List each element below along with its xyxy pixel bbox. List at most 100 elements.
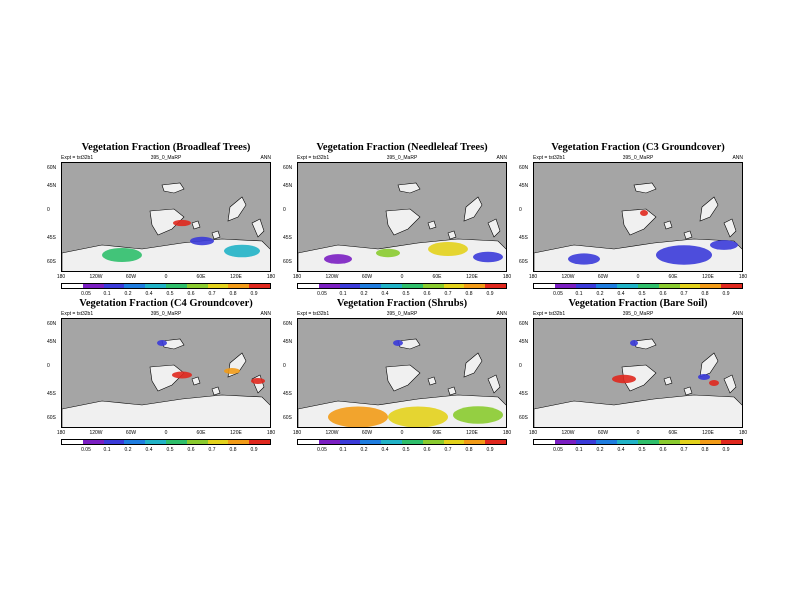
colorbar-swatch	[679, 440, 701, 444]
map-graphic	[298, 182, 506, 271]
colorbar-swatch	[658, 284, 680, 288]
lon-tick-label: 120E	[230, 430, 242, 436]
lon-tick-label: 0	[636, 430, 640, 436]
lon-tick-label: 0	[164, 274, 168, 280]
colorbar-swatch	[298, 284, 319, 288]
lon-tick-label: 120E	[702, 274, 714, 280]
colorbar-swatch	[298, 440, 319, 444]
colorbar-swatch	[700, 440, 722, 444]
colorbar-label: 0.9	[486, 447, 494, 453]
lon-tick-label: 120E	[466, 430, 478, 436]
colorbar-label: 0.7	[444, 447, 452, 453]
colorbar-swatch	[401, 284, 423, 288]
colorbar-label: 0.7	[444, 291, 452, 297]
lon-tick-label: 60E	[432, 274, 442, 280]
lon-tick-label: 0	[400, 274, 404, 280]
fraction-region	[568, 253, 600, 265]
fraction-region	[656, 245, 712, 265]
fraction-region	[376, 248, 400, 258]
landmass	[427, 220, 437, 230]
fraction-region	[172, 371, 192, 379]
colorbar-swatch	[422, 284, 444, 288]
lat-tick-label: 60N	[47, 165, 57, 171]
fraction-region	[190, 236, 214, 246]
colorbar-label: 0.8	[701, 447, 709, 453]
fraction-region	[473, 251, 503, 263]
map-area	[297, 162, 507, 272]
lon-tick-label: 0	[636, 274, 640, 280]
map-panel: Vegetation Fraction (C4 Groundcover) Expt…	[47, 298, 276, 466]
landmass	[683, 230, 693, 240]
lat-tick-label: 60S	[47, 259, 56, 265]
colorbar-swatch	[228, 284, 250, 288]
landmass	[161, 338, 185, 350]
colorbar-swatch	[554, 440, 576, 444]
landmass	[699, 352, 719, 378]
colorbar	[297, 439, 507, 445]
colorbar-label: 0.1	[575, 447, 583, 453]
colorbar-label: 0.6	[423, 291, 431, 297]
lat-tick-label: 60S	[47, 415, 56, 421]
colorbar-swatch	[721, 440, 742, 444]
fraction-region	[157, 340, 167, 346]
colorbar-swatch	[165, 284, 187, 288]
fraction-region	[393, 340, 403, 346]
colorbar-label: 0.6	[423, 447, 431, 453]
colorbar-label: 0.1	[103, 291, 111, 297]
colorbar	[61, 439, 271, 445]
map-graphic	[298, 338, 506, 427]
colorbar-swatch	[575, 284, 597, 288]
colorbar-swatch	[360, 284, 382, 288]
colorbar-label: 0.5	[166, 447, 174, 453]
colorbar-swatch	[443, 284, 465, 288]
lon-tick-label: 60W	[597, 430, 609, 436]
colorbar-swatch	[103, 440, 125, 444]
landmass	[385, 208, 421, 236]
lat-tick-label: 0	[47, 363, 50, 369]
lon-tick-label: 180	[266, 430, 276, 436]
lon-tick-label: 60W	[125, 274, 137, 280]
lon-tick-label: 60W	[597, 274, 609, 280]
map-panel: Vegetation Fraction (Shrubs) Expt = tst32…	[283, 298, 511, 466]
lon-tick-label: 120W	[561, 274, 575, 280]
map-area	[297, 318, 507, 428]
colorbar-swatch	[207, 440, 229, 444]
colorbar-label: 0.05	[317, 447, 327, 453]
colorbar-swatch	[124, 440, 146, 444]
fraction-region	[698, 374, 710, 380]
colorbar-label: 0.1	[103, 447, 111, 453]
colorbar-label: 0.2	[360, 291, 368, 297]
fraction-region	[324, 254, 352, 264]
fraction-region	[328, 406, 388, 427]
lon-tick-label: 120W	[89, 430, 103, 436]
landmass	[385, 364, 421, 392]
lon-tick-label: 180	[502, 274, 512, 280]
colorbar-label: 0.4	[381, 447, 389, 453]
landmass	[463, 196, 483, 222]
colorbar	[533, 283, 743, 289]
lon-tick-label: 120W	[561, 430, 575, 436]
panel-title: Vegetation Fraction (C4 Groundcover)	[79, 298, 253, 309]
colorbar-swatch	[700, 284, 722, 288]
colorbar-label: 0.9	[250, 447, 258, 453]
colorbar-swatch	[228, 440, 250, 444]
landmass	[683, 386, 693, 396]
map-area	[61, 318, 271, 428]
panel-title: Vegetation Fraction (Broadleaf Trees)	[81, 142, 251, 153]
colorbar-swatch	[422, 440, 444, 444]
lon-tick-label: 60W	[361, 274, 373, 280]
lat-tick-label: 0	[283, 363, 286, 369]
landmass	[447, 230, 457, 240]
colorbar-label: 0.7	[208, 291, 216, 297]
landmass	[699, 196, 719, 222]
landmass	[397, 338, 421, 350]
fraction-region	[251, 378, 265, 384]
landmass	[62, 394, 270, 427]
lat-tick-label: 60S	[283, 415, 292, 421]
landmass	[534, 394, 742, 427]
colorbar-label: 0.4	[145, 291, 153, 297]
colorbar-swatch	[637, 284, 659, 288]
colorbar-label: 0.9	[486, 291, 494, 297]
colorbar-swatch	[575, 440, 597, 444]
colorbar-swatch	[464, 440, 486, 444]
